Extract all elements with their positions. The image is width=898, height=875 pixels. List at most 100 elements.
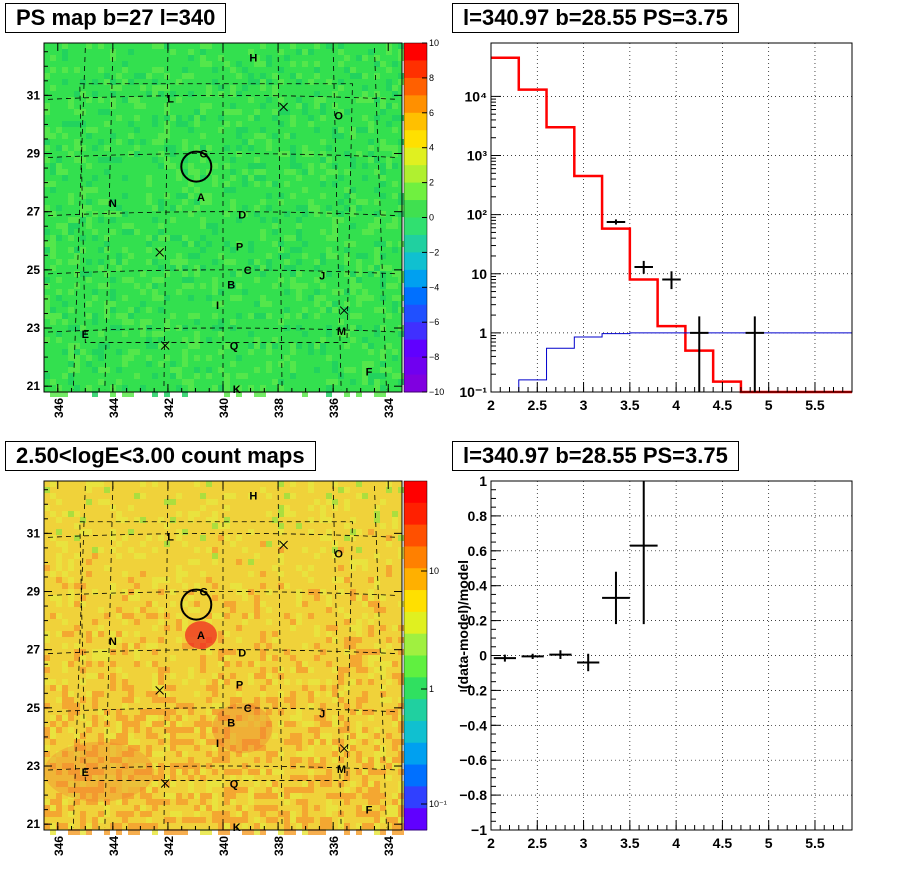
graticule-meridian (277, 47, 283, 391)
graticule-parallel (47, 269, 399, 275)
colorbar-cell (404, 77, 427, 96)
source-label-B: B (227, 717, 235, 729)
source-label-F: F (366, 805, 373, 817)
grid (490, 43, 852, 393)
background-step-line (491, 332, 852, 393)
source-label-H: H (249, 53, 257, 65)
colorbar-tick-label: 0 (429, 213, 434, 223)
source-label-P: P (236, 242, 243, 254)
colorbar-tick-label: 10 (429, 566, 439, 576)
colorbar-cell (404, 112, 427, 131)
x-tick-label: 340 (217, 836, 231, 856)
colorbar-cell (404, 200, 427, 218)
ps-map-panel: HLOGANDPCJBIEQMFK34634434234033833633431… (27, 38, 445, 418)
colorbar-tick-label: 2 (429, 178, 434, 188)
source-label-P: P (236, 680, 243, 692)
y-tick-label: 29 (27, 585, 41, 599)
source-label-J: J (319, 709, 325, 721)
colorbar-cell (404, 287, 427, 306)
graticule-meridian (374, 485, 387, 829)
colorbar-cell (404, 60, 427, 79)
colorbar-cell (404, 130, 427, 149)
y-tick-label: 21 (27, 379, 41, 393)
x-tick-label: 338 (272, 398, 286, 418)
colorbar-cell (404, 217, 427, 236)
x-tick-label: 340 (217, 398, 231, 418)
ps-map-title: PS map b=27 l=340 (5, 3, 227, 33)
y-tick-label: 10³ (467, 148, 488, 164)
source-label-H: H (249, 491, 257, 503)
colorbar-cell (404, 808, 427, 831)
source-cross-marker (155, 248, 165, 257)
colorbar-frame (403, 480, 428, 831)
colorbar-tick-label: 10⁻¹ (429, 799, 447, 809)
y-tick-label: 10⁻¹ (459, 384, 487, 400)
colorbar-cell (404, 546, 427, 569)
colorbar-cell (404, 95, 427, 114)
colorbar-tick-label: 10 (429, 38, 439, 48)
colorbar-cell (404, 764, 427, 787)
source-cross-marker (279, 540, 288, 550)
x-tick-label: 344 (107, 836, 121, 856)
graticule-parallel (47, 532, 399, 538)
source-label-Q: Q (230, 778, 239, 790)
colorbar-cell (404, 568, 427, 591)
graticule-meridian (163, 47, 169, 391)
source-label-Q: Q (230, 340, 239, 352)
y-tick-label: 23 (27, 321, 41, 335)
colorbar-cell (404, 786, 427, 809)
region-boundary (79, 521, 353, 781)
colorbar-cell (404, 234, 427, 253)
colorbar-cell (404, 502, 427, 526)
x-tick-label: 4.5 (713, 835, 733, 851)
source-label-I: I (216, 738, 219, 750)
source-cross-marker (155, 686, 165, 695)
source-label-O: O (334, 111, 343, 123)
source-label-D: D (238, 210, 246, 222)
graticule-parallel (47, 707, 399, 713)
graticule-parallel (47, 591, 399, 596)
colorbar-cell (404, 304, 427, 323)
x-tick-label: 336 (327, 836, 341, 856)
graticule-meridian (332, 47, 342, 391)
graticule-meridian (104, 47, 114, 391)
y-tick-label: 0.8 (468, 508, 488, 524)
graticule-meridian (374, 47, 387, 391)
colorbar-cell (404, 677, 427, 700)
graticule-meridian (104, 485, 114, 829)
graticule-parallel (47, 94, 399, 100)
source-label-E: E (82, 767, 89, 779)
source-label-O: O (334, 549, 343, 561)
y-tick-label: 25 (27, 701, 41, 715)
colorbar-tick-label: 8 (429, 73, 434, 83)
colorbar-cell (404, 252, 427, 271)
colorbar-tick-label: 6 (429, 108, 434, 118)
colorbar-tick-label: −8 (429, 352, 439, 362)
source-label-F: F (366, 367, 373, 379)
colorbar-cell (404, 742, 427, 766)
y-tick-label: −1 (471, 822, 487, 838)
y-tick-label: 1 (479, 473, 487, 489)
graticule-parallel (47, 153, 399, 158)
colorbar-tick-label: −6 (429, 317, 439, 327)
source-label-D: D (238, 648, 246, 660)
colorbar-tick-label: 4 (429, 143, 434, 153)
y-tick-label: 25 (27, 263, 41, 277)
y-tick-label: 1 (479, 325, 487, 341)
x-tick-label: 346 (52, 398, 66, 418)
x-tick-label: 5 (765, 835, 773, 851)
y-tick-label: 29 (27, 147, 41, 161)
y-tick-label: 0.4 (468, 578, 488, 594)
graticule-meridian (72, 47, 86, 391)
y-tick-label: 0 (479, 648, 487, 664)
source-label-I: I (216, 300, 219, 312)
spectrum-panel: 2 2.5 3 3.5 4 4.5 5 5.5 10⁻¹ 1 10 10² 10³ 10⁴ (459, 42, 853, 413)
colorbar-cell (404, 269, 427, 288)
model-step-line (491, 56, 852, 394)
residual-panel: 2 2.5 3 3.5 4 4.5 5 5.5 −1 −0.8 −0.6 −0.4 −0.2 0 0.2 0.… (455, 473, 853, 851)
x-tick-label: 4.5 (713, 397, 733, 413)
colorbar: 10 1 10⁻¹ (403, 480, 447, 831)
colorbar-cell (404, 182, 427, 201)
x-tick-label: 3 (580, 835, 588, 851)
map-glow (212, 703, 273, 754)
